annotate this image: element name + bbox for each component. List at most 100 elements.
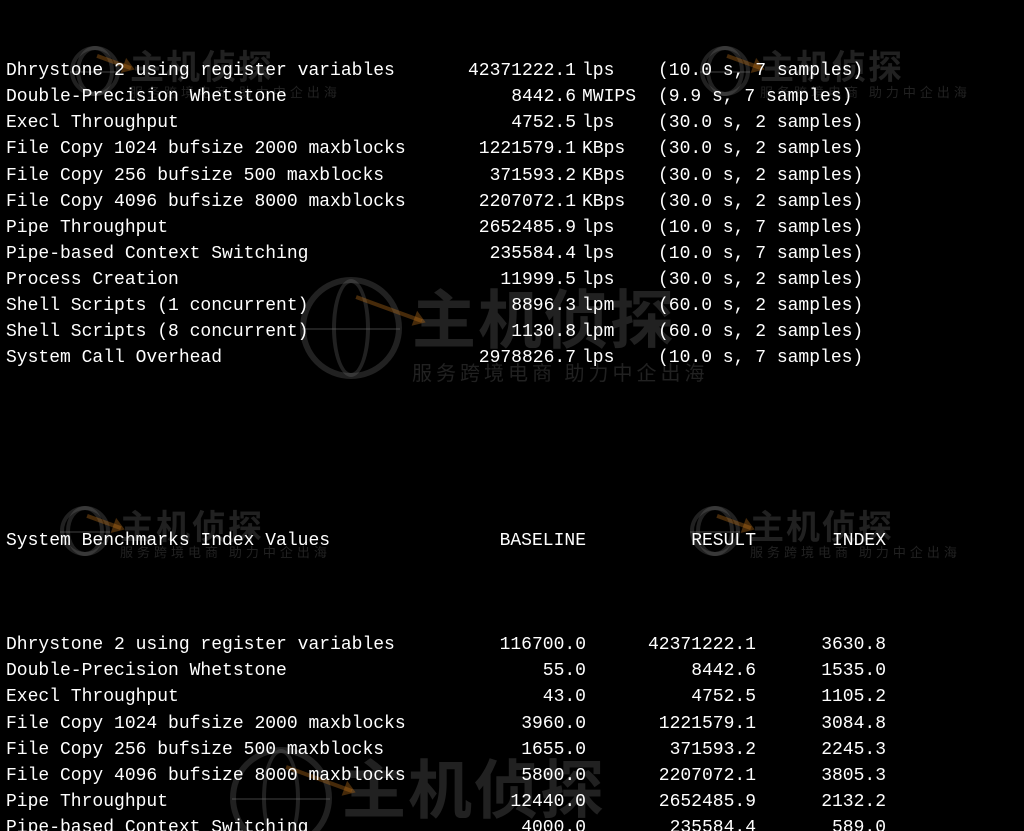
benchmark-result: 8442.6: [586, 658, 756, 684]
table-row: Pipe-based Context Switching235584.4lps(…: [6, 241, 1018, 267]
benchmark-index: 1535.0: [756, 658, 886, 684]
benchmark-value: 1130.8: [436, 319, 576, 345]
table-row: File Copy 4096 bufsize 8000 maxblocks220…: [6, 189, 1018, 215]
benchmark-result: 2207072.1: [586, 763, 756, 789]
benchmark-runs-table: Dhrystone 2 using register variables4237…: [6, 58, 1018, 371]
benchmark-unit: KBps: [576, 189, 652, 215]
table-row: Execl Throughput43.04752.51105.2: [6, 684, 1018, 710]
benchmark-unit: KBps: [576, 163, 652, 189]
benchmark-unit: lpm: [576, 293, 652, 319]
benchmark-name: Dhrystone 2 using register variables: [6, 632, 436, 658]
table-row: File Copy 256 bufsize 500 maxblocks37159…: [6, 163, 1018, 189]
benchmark-samples: (10.0 s, 7 samples): [652, 58, 938, 84]
benchmark-result: 235584.4: [586, 815, 756, 831]
benchmark-unit: lps: [576, 241, 652, 267]
benchmark-result: 4752.5: [586, 684, 756, 710]
benchmark-name: Double-Precision Whetstone: [6, 84, 436, 110]
benchmark-result: 1221579.1: [586, 711, 756, 737]
benchmark-baseline: 43.0: [436, 684, 586, 710]
benchmark-name: Shell Scripts (1 concurrent): [6, 293, 436, 319]
table-row: Shell Scripts (8 concurrent)1130.8lpm(60…: [6, 319, 1018, 345]
benchmark-value: 2652485.9: [436, 215, 576, 241]
benchmark-baseline: 1655.0: [436, 737, 586, 763]
table-row: Dhrystone 2 using register variables1167…: [6, 632, 1018, 658]
benchmark-name: Double-Precision Whetstone: [6, 658, 436, 684]
benchmark-baseline: 3960.0: [436, 711, 586, 737]
table-row: Pipe-based Context Switching4000.0235584…: [6, 815, 1018, 831]
table-row: Pipe Throughput2652485.9lps(10.0 s, 7 sa…: [6, 215, 1018, 241]
benchmark-unit: lps: [576, 267, 652, 293]
benchmark-samples: (30.0 s, 2 samples): [652, 189, 938, 215]
table-row: File Copy 256 bufsize 500 maxblocks1655.…: [6, 737, 1018, 763]
benchmark-baseline: 12440.0: [436, 789, 586, 815]
table-row: Double-Precision Whetstone8442.6MWIPS(9.…: [6, 84, 1018, 110]
table-row: File Copy 1024 bufsize 2000 maxblocks396…: [6, 711, 1018, 737]
benchmark-name: Dhrystone 2 using register variables: [6, 58, 436, 84]
index-header-title: System Benchmarks Index Values: [6, 528, 436, 554]
benchmark-samples: (60.0 s, 2 samples): [652, 293, 938, 319]
table-row: System Call Overhead2978826.7lps(10.0 s,…: [6, 345, 1018, 371]
benchmark-result: 42371222.1: [586, 632, 756, 658]
benchmark-unit: lpm: [576, 319, 652, 345]
index-header-row: System Benchmarks Index ValuesBASELINERE…: [6, 528, 1018, 554]
benchmark-value: 8896.3: [436, 293, 576, 319]
benchmark-name: Pipe Throughput: [6, 789, 436, 815]
benchmark-index-table: Dhrystone 2 using register variables1167…: [6, 632, 1018, 831]
benchmark-unit: lps: [576, 110, 652, 136]
benchmark-unit: MWIPS: [576, 84, 652, 110]
benchmark-value: 371593.2: [436, 163, 576, 189]
benchmark-value: 2978826.7: [436, 345, 576, 371]
benchmark-samples: (10.0 s, 7 samples): [652, 215, 938, 241]
table-row: File Copy 1024 bufsize 2000 maxblocks122…: [6, 136, 1018, 162]
benchmark-name: Process Creation: [6, 267, 436, 293]
benchmark-name: File Copy 256 bufsize 500 maxblocks: [6, 737, 436, 763]
blank-line: [6, 424, 1018, 450]
table-row: Process Creation11999.5lps(30.0 s, 2 sam…: [6, 267, 1018, 293]
benchmark-index: 2245.3: [756, 737, 886, 763]
benchmark-name: File Copy 1024 bufsize 2000 maxblocks: [6, 711, 436, 737]
benchmark-unit: lps: [576, 215, 652, 241]
benchmark-index: 3630.8: [756, 632, 886, 658]
benchmark-result: 2652485.9: [586, 789, 756, 815]
benchmark-name: Shell Scripts (8 concurrent): [6, 319, 436, 345]
benchmark-name: Pipe-based Context Switching: [6, 815, 436, 831]
index-header-index: INDEX: [756, 528, 886, 554]
terminal-output: Dhrystone 2 using register variables4237…: [0, 0, 1024, 831]
benchmark-unit: lps: [576, 345, 652, 371]
benchmark-name: File Copy 4096 bufsize 8000 maxblocks: [6, 189, 436, 215]
benchmark-baseline: 5800.0: [436, 763, 586, 789]
benchmark-samples: (30.0 s, 2 samples): [652, 110, 938, 136]
benchmark-name: Pipe Throughput: [6, 215, 436, 241]
table-row: Execl Throughput4752.5lps(30.0 s, 2 samp…: [6, 110, 1018, 136]
benchmark-index: 589.0: [756, 815, 886, 831]
benchmark-name: File Copy 4096 bufsize 8000 maxblocks: [6, 763, 436, 789]
benchmark-samples: (10.0 s, 7 samples): [652, 345, 938, 371]
benchmark-name: File Copy 256 bufsize 500 maxblocks: [6, 163, 436, 189]
benchmark-index: 1105.2: [756, 684, 886, 710]
index-header-result: RESULT: [586, 528, 756, 554]
benchmark-value: 235584.4: [436, 241, 576, 267]
benchmark-value: 1221579.1: [436, 136, 576, 162]
benchmark-value: 11999.5: [436, 267, 576, 293]
benchmark-result: 371593.2: [586, 737, 756, 763]
table-row: Pipe Throughput12440.02652485.92132.2: [6, 789, 1018, 815]
table-row: Shell Scripts (1 concurrent)8896.3lpm(60…: [6, 293, 1018, 319]
index-header-baseline: BASELINE: [436, 528, 586, 554]
benchmark-value: 8442.6: [436, 84, 576, 110]
benchmark-samples: (9.9 s, 7 samples): [652, 84, 938, 110]
benchmark-name: Pipe-based Context Switching: [6, 241, 436, 267]
benchmark-name: File Copy 1024 bufsize 2000 maxblocks: [6, 136, 436, 162]
benchmark-name: System Call Overhead: [6, 345, 436, 371]
benchmark-value: 42371222.1: [436, 58, 576, 84]
benchmark-index: 3805.3: [756, 763, 886, 789]
benchmark-samples: (10.0 s, 7 samples): [652, 241, 938, 267]
table-row: Double-Precision Whetstone55.08442.61535…: [6, 658, 1018, 684]
benchmark-value: 4752.5: [436, 110, 576, 136]
benchmark-index: 3084.8: [756, 711, 886, 737]
benchmark-value: 2207072.1: [436, 189, 576, 215]
benchmark-baseline: 55.0: [436, 658, 586, 684]
benchmark-samples: (30.0 s, 2 samples): [652, 163, 938, 189]
benchmark-samples: (30.0 s, 2 samples): [652, 136, 938, 162]
benchmark-baseline: 4000.0: [436, 815, 586, 831]
table-row: Dhrystone 2 using register variables4237…: [6, 58, 1018, 84]
